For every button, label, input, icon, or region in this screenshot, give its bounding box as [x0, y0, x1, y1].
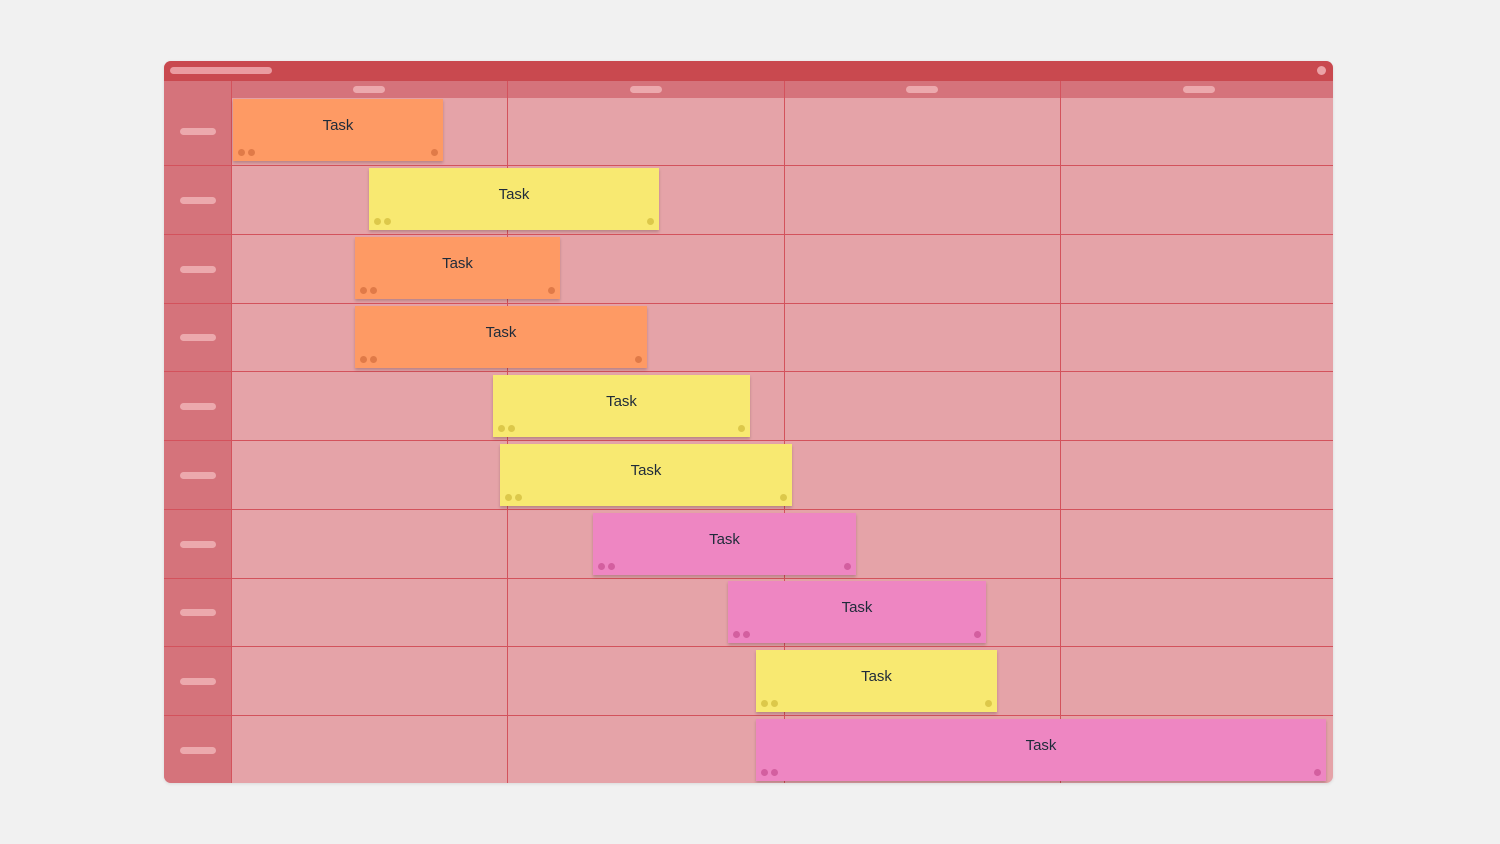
connector-dot[interactable]: [515, 494, 522, 501]
task-label: Task: [841, 599, 873, 616]
connector-dot[interactable]: [761, 700, 768, 707]
connector-dot[interactable]: [360, 287, 367, 294]
row-header-5[interactable]: [180, 403, 216, 410]
connector-dot[interactable]: [738, 425, 745, 432]
task-card[interactable]: Task: [355, 306, 647, 368]
row-header-1[interactable]: [180, 128, 216, 135]
task-label: Task: [322, 117, 354, 134]
connector-dot[interactable]: [844, 563, 851, 570]
connector-dot[interactable]: [370, 356, 377, 363]
task-label: Task: [606, 393, 637, 410]
connector-dot[interactable]: [598, 563, 605, 570]
grid-line: [164, 646, 1333, 647]
connector-dot[interactable]: [771, 700, 778, 707]
connector-dot[interactable]: [985, 700, 992, 707]
connector-dot[interactable]: [1314, 769, 1321, 776]
grid-line: [164, 578, 1333, 579]
column-header-2[interactable]: [630, 86, 662, 93]
task-label: Task: [1025, 737, 1057, 754]
task-card[interactable]: Task: [369, 168, 659, 230]
grid-line: [164, 715, 1333, 716]
row-header-9[interactable]: [180, 678, 216, 685]
row-header-2[interactable]: [180, 197, 216, 204]
connector-dot[interactable]: [974, 631, 981, 638]
task-card[interactable]: Task: [500, 444, 792, 506]
grid-line: [784, 81, 785, 783]
task-card[interactable]: Task: [233, 99, 443, 161]
row-header-8[interactable]: [180, 609, 216, 616]
connector-dot[interactable]: [608, 563, 615, 570]
connector-dot[interactable]: [647, 218, 654, 225]
connector-dot[interactable]: [248, 149, 255, 156]
connector-dot[interactable]: [431, 149, 438, 156]
grid-line: [1060, 81, 1061, 783]
connector-dot[interactable]: [238, 149, 245, 156]
connector-dot[interactable]: [508, 425, 515, 432]
column-header-4[interactable]: [1183, 86, 1215, 93]
task-label: Task: [861, 668, 892, 685]
connector-dot[interactable]: [374, 218, 381, 225]
row-header-6[interactable]: [180, 472, 216, 479]
grid-line: [164, 509, 1333, 510]
connector-dot[interactable]: [384, 218, 391, 225]
column-header-row: [164, 81, 1333, 98]
grid-line: [164, 165, 1333, 166]
task-label: Task: [630, 462, 662, 479]
connector-dot[interactable]: [360, 356, 367, 363]
grid-line: [164, 440, 1333, 441]
row-header-10[interactable]: [180, 747, 216, 754]
connector-dot[interactable]: [505, 494, 512, 501]
task-card[interactable]: Task: [355, 237, 560, 299]
task-card[interactable]: Task: [756, 650, 997, 712]
task-label: Task: [485, 324, 517, 341]
task-card[interactable]: Task: [493, 375, 750, 437]
grid-line: [164, 371, 1333, 372]
connector-dot[interactable]: [780, 494, 787, 501]
connector-dot[interactable]: [771, 769, 778, 776]
board-title-placeholder: [170, 67, 272, 74]
title-bar: [164, 61, 1333, 81]
task-card[interactable]: Task: [593, 513, 856, 575]
task-label: Task: [709, 531, 740, 548]
connector-dot[interactable]: [635, 356, 642, 363]
grid-line: [231, 81, 232, 783]
column-header-1[interactable]: [353, 86, 385, 93]
row-header-4[interactable]: [180, 334, 216, 341]
connector-dot[interactable]: [733, 631, 740, 638]
connector-dot[interactable]: [548, 287, 555, 294]
grid-line: [164, 234, 1333, 235]
task-label: Task: [498, 186, 530, 203]
connector-dot[interactable]: [761, 769, 768, 776]
window-control-dot[interactable]: [1317, 66, 1326, 75]
row-header-3[interactable]: [180, 266, 216, 273]
connector-dot[interactable]: [498, 425, 505, 432]
connector-dot[interactable]: [370, 287, 377, 294]
task-card[interactable]: Task: [756, 719, 1326, 781]
grid-line: [164, 303, 1333, 304]
row-header-7[interactable]: [180, 541, 216, 548]
gantt-board: Task Task Task Task Task Task Task: [164, 61, 1333, 783]
task-card[interactable]: Task: [728, 581, 986, 643]
column-header-3[interactable]: [906, 86, 938, 93]
connector-dot[interactable]: [743, 631, 750, 638]
task-label: Task: [442, 255, 473, 272]
